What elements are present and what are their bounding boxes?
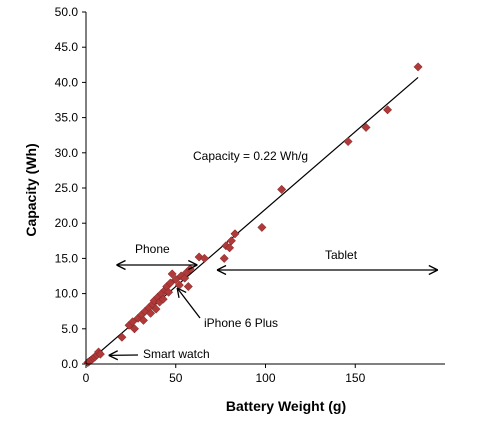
data-point [138,315,148,325]
phone-range-arrow-head-right [187,259,198,271]
smartwatch-pointer-arrow-head [108,350,119,361]
data-point [383,105,393,115]
data-point [171,274,181,285]
x-tick-label: 0 [83,371,90,385]
tablet-range-arrow-head-left [216,264,227,276]
y-tick-label: 25.0 [55,181,79,195]
smartwatch-label: Smart watch [143,347,210,361]
data-point [183,282,193,292]
data-point-layer [83,62,423,368]
data-point [225,243,235,253]
y-tick-label: 40.0 [55,75,79,89]
tick-layer: 0.0 5.0 10.0 15.0 20.0 25.0 30.0 35.0 40.0 45.0 50… [55,5,366,385]
y-tick-label: 20.0 [55,216,79,230]
data-point [219,253,229,263]
x-tick-label: 100 [255,371,275,385]
tablet-label: Tablet [325,248,358,262]
phone-label: Phone [135,242,170,256]
axes-layer [85,12,445,365]
data-point [164,287,174,297]
data-point [146,308,156,318]
y-tick-label: 5.0 [61,322,78,336]
y-tick-label: 15.0 [55,251,79,265]
data-point [117,332,127,342]
data-point [194,252,204,262]
data-point [95,349,105,359]
y-tick-label: 30.0 [55,146,79,160]
phone-range-arrow-head-left [116,259,126,271]
x-tick-label: 50 [169,371,183,385]
data-point [277,184,287,194]
equation-label: Capacity = 0.22 Wh/g [193,149,308,163]
data-point [226,236,236,246]
iphone-pointer-arrow [176,287,201,319]
data-point [230,229,240,239]
y-tick-label: 0.0 [61,357,78,371]
data-point [413,62,423,72]
data-point [151,304,161,314]
data-point [128,317,138,327]
data-point [165,278,175,288]
tablet-range-arrow-head-right [428,264,439,276]
data-point [361,122,371,133]
y-tick-label: 10.0 [55,287,79,301]
data-point [199,253,210,263]
data-point [129,324,140,334]
y-axis-title: Capacity (Wh) [23,143,39,236]
y-tick-label: 45.0 [55,40,79,54]
iphone-pointer-arrow-head [176,287,187,299]
y-tick-label: 35.0 [55,111,79,125]
data-point [343,136,353,147]
data-point [257,222,267,232]
x-axis-title: Battery Weight (g) [226,398,346,414]
x-tick-label: 150 [345,371,365,385]
annotation-layer [108,259,439,361]
data-point [167,269,177,279]
y-tick-label: 50.0 [55,5,79,19]
data-point [158,294,168,304]
iphone-label: iPhone 6 Plus [204,316,278,330]
